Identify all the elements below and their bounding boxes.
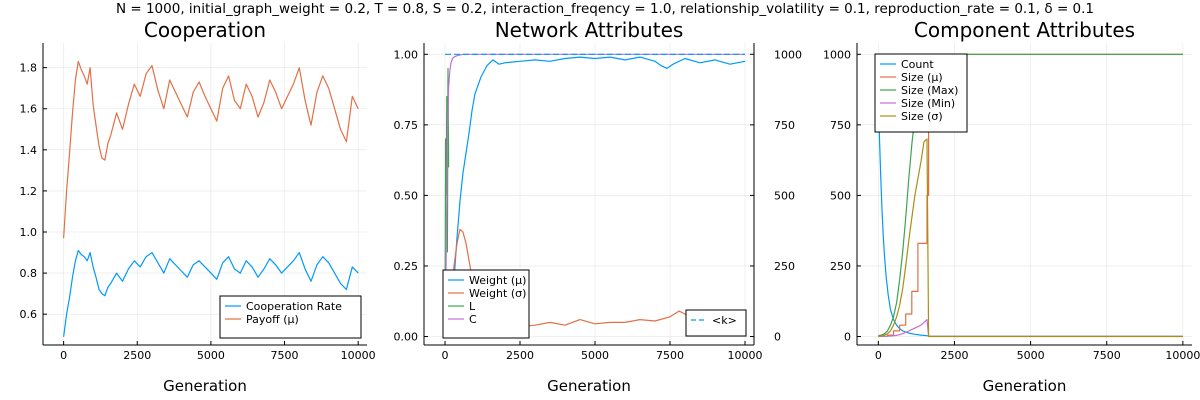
legend-box (874, 53, 968, 133)
legend-box (685, 309, 747, 337)
legend-box (219, 295, 362, 339)
y-tick-label: 1.0 (20, 226, 38, 239)
x-tick-label: 10000 (728, 349, 763, 362)
y-tick-label: 1.6 (20, 103, 38, 116)
y2-tick-label: 750 (774, 119, 795, 132)
x-tick-label: 10000 (1165, 349, 1200, 362)
legend-entry: C (469, 313, 477, 326)
panel-title: Component Attributes (914, 18, 1135, 42)
x-tick-label: 7500 (656, 349, 684, 362)
series-line-weight (444, 56, 746, 332)
y-tick-label: 250 (830, 260, 851, 273)
y-tick-label: 750 (830, 119, 851, 132)
legend-entry: <k> (712, 314, 737, 327)
x-axis-label: Generation (983, 377, 1067, 395)
x-tick-label: 2500 (506, 349, 534, 362)
network-attributes-panel: 0 2500 5000 7500 10000 0.00 0.25 0.50 0.75 1.00 0 2… (394, 18, 803, 395)
x-tick-label: 5000 (197, 349, 225, 362)
legend-entry: Size (σ) (901, 110, 943, 123)
legend-entry: Weight (μ) (469, 274, 526, 287)
y2-tick-label: 0 (774, 331, 781, 344)
cooperation-panel: 0 2500 5000 7500 10000 0.6 0.8 1.0 1.2 1.4 1.6 1.8 C… (20, 18, 376, 395)
y-tick-label: 1.8 (20, 62, 38, 75)
x-axis-label: Generation (547, 377, 631, 395)
panel-title: Cooperation (144, 18, 266, 42)
x-tick-label: 5000 (581, 349, 609, 362)
y-tick-label: 0.00 (394, 331, 419, 344)
legend-entry: Count (901, 58, 934, 71)
legend: Weight (μ)Weight (σ)LC (442, 269, 530, 339)
legend-entry: L (469, 300, 476, 313)
y-tick-label: 500 (830, 189, 851, 202)
y2-tick-label: 1000 (774, 48, 802, 61)
y-tick-label: 1.4 (20, 144, 38, 157)
panel-title: Network Attributes (495, 18, 684, 42)
y-tick-label: 1.2 (20, 185, 38, 198)
x-axis-label: Generation (163, 377, 247, 395)
legend-entry: Size (μ) (901, 71, 943, 84)
x-tick-label: 0 (442, 349, 449, 362)
y-tick-label: 1000 (823, 48, 851, 61)
x-tick-label: 0 (60, 349, 67, 362)
x-tick-label: 10000 (341, 349, 376, 362)
legend-box (442, 269, 530, 339)
series-line-cooperation-rate (63, 249, 359, 337)
series-line-l (444, 67, 450, 337)
y-tick-label: 0.8 (20, 267, 38, 280)
component-attributes-panel: 0 2500 5000 7500 10000 0 250 500 750 1000 Componen… (823, 18, 1200, 395)
legend-entry: Size (Min) (901, 97, 955, 110)
x-tick-label: 7500 (271, 349, 299, 362)
series-line-count (877, 82, 1183, 337)
legend-entry: Size (Max) (901, 84, 958, 97)
y-tick-label: 0.75 (394, 119, 419, 132)
legend-secondary: <k> (685, 309, 747, 337)
y2-tick-label: 250 (774, 260, 795, 273)
x-tick-label: 2500 (123, 349, 151, 362)
x-tick-label: 2500 (940, 349, 968, 362)
legend-entry: Payoff (μ) (246, 313, 299, 326)
y-tick-label: 0.50 (394, 189, 419, 202)
x-tick-label: 7500 (1093, 349, 1121, 362)
y-tick-label: 1.00 (394, 48, 419, 61)
y-tick-label: 0 (844, 331, 851, 344)
legend-entry: Weight (σ) (469, 287, 526, 300)
figure-suptitle: N = 1000, initial_graph_weight = 0.2, T … (116, 1, 1094, 17)
legend-entry: Cooperation Rate (246, 300, 342, 313)
series-line-payoff (63, 60, 359, 239)
y-tick-label: 0.6 (20, 308, 38, 321)
x-tick-label: 5000 (1017, 349, 1045, 362)
y-tick-label: 0.25 (394, 260, 419, 273)
y2-tick-label: 500 (774, 189, 795, 202)
series-line-size (878, 138, 1183, 338)
x-tick-label: 0 (875, 349, 882, 362)
